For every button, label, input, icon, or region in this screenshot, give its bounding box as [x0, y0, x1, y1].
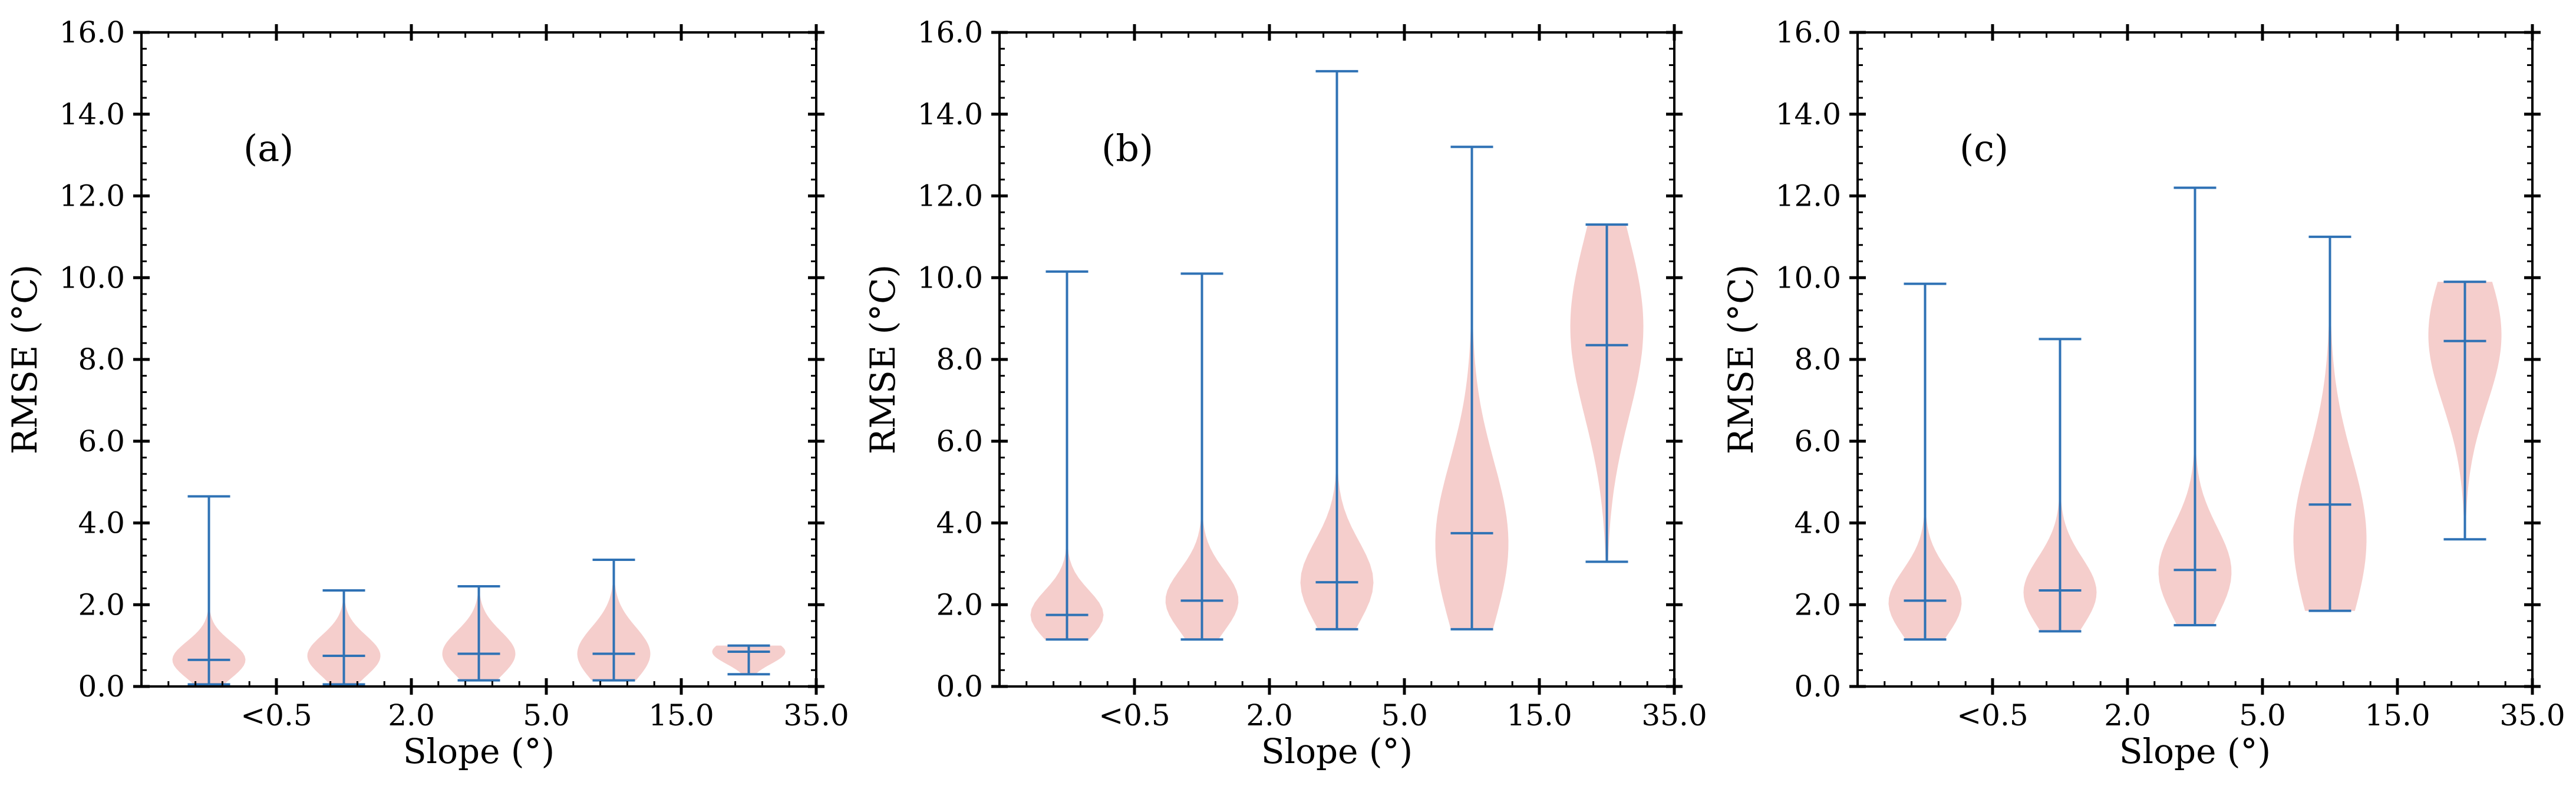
x-tick-label: 35.0	[2499, 698, 2565, 732]
x-tick-label: 15.0	[2364, 698, 2430, 732]
x-tick-label: 35.0	[783, 698, 849, 732]
y-tick-label: 10.0	[60, 260, 125, 295]
y-tick-label: 8.0	[1794, 342, 1841, 377]
panel-label: (c)	[1960, 127, 2008, 170]
y-axis-title: RMSE (°C)	[5, 265, 45, 454]
y-tick-label: 14.0	[1776, 97, 1841, 131]
y-tick-label: 16.0	[918, 15, 983, 49]
x-tick-label: 2.0	[388, 698, 435, 732]
x-tick-label: 5.0	[1381, 698, 1428, 732]
y-axis-title: RMSE (°C)	[863, 265, 903, 454]
y-tick-label: 4.0	[1794, 506, 1841, 540]
y-tick-label: 14.0	[60, 97, 125, 131]
y-tick-label: 0.0	[1794, 669, 1841, 704]
x-tick-label: 5.0	[2239, 698, 2286, 732]
x-axis-title: Slope (°)	[403, 731, 555, 771]
panel-label: (b)	[1101, 127, 1153, 170]
y-tick-label: 2.0	[78, 587, 125, 622]
y-tick-label: 8.0	[78, 342, 125, 377]
y-tick-label: 2.0	[1794, 587, 1841, 622]
y-tick-label: 4.0	[78, 506, 125, 540]
panel-a: 0.0 2.0 4.0 6.0 8.0 10.0 12.0 14.0 16.0 <0.5 2.0 5.…	[5, 15, 849, 771]
x-tick-label: <0.5	[240, 698, 312, 732]
y-tick-label: 12.0	[918, 179, 983, 213]
x-tick-label: 2.0	[2104, 698, 2151, 732]
y-tick-label: 6.0	[1794, 424, 1841, 458]
x-tick-label: 15.0	[1506, 698, 1572, 732]
y-tick-label: 16.0	[60, 15, 125, 49]
y-axis-title: RMSE (°C)	[1721, 265, 1761, 454]
panel-label: (a)	[243, 127, 293, 170]
y-tick-label: 6.0	[936, 424, 983, 458]
y-tick-label: 0.0	[936, 669, 983, 704]
x-tick-label: 15.0	[648, 698, 714, 732]
y-tick-label: 10.0	[918, 260, 983, 295]
panel-b: 0.0 2.0 4.0 6.0 8.0 10.0 12.0 14.0 16.0 <0.5 2.0 5.…	[863, 15, 1707, 771]
x-tick-label: 35.0	[1641, 698, 1707, 732]
x-axis-title: Slope (°)	[2119, 731, 2271, 771]
y-tick-label: 14.0	[918, 97, 983, 131]
y-tick-label: 0.0	[78, 669, 125, 704]
panel-c: 0.0 2.0 4.0 6.0 8.0 10.0 12.0 14.0 16.0 <0.5 2.0 5.…	[1721, 15, 2565, 771]
y-tick-label: 8.0	[936, 342, 983, 377]
y-tick-label: 16.0	[1776, 15, 1841, 49]
x-tick-label: 5.0	[523, 698, 570, 732]
x-axis-title: Slope (°)	[1261, 731, 1413, 771]
x-tick-label: <0.5	[1957, 698, 2028, 732]
y-tick-label: 2.0	[936, 587, 983, 622]
x-tick-label: <0.5	[1099, 698, 1170, 732]
x-tick-label: 2.0	[1246, 698, 1293, 732]
y-tick-label: 10.0	[1776, 260, 1841, 295]
y-tick-label: 12.0	[1776, 179, 1841, 213]
y-tick-label: 6.0	[78, 424, 125, 458]
y-tick-label: 4.0	[936, 506, 983, 540]
y-tick-label: 12.0	[60, 179, 125, 213]
